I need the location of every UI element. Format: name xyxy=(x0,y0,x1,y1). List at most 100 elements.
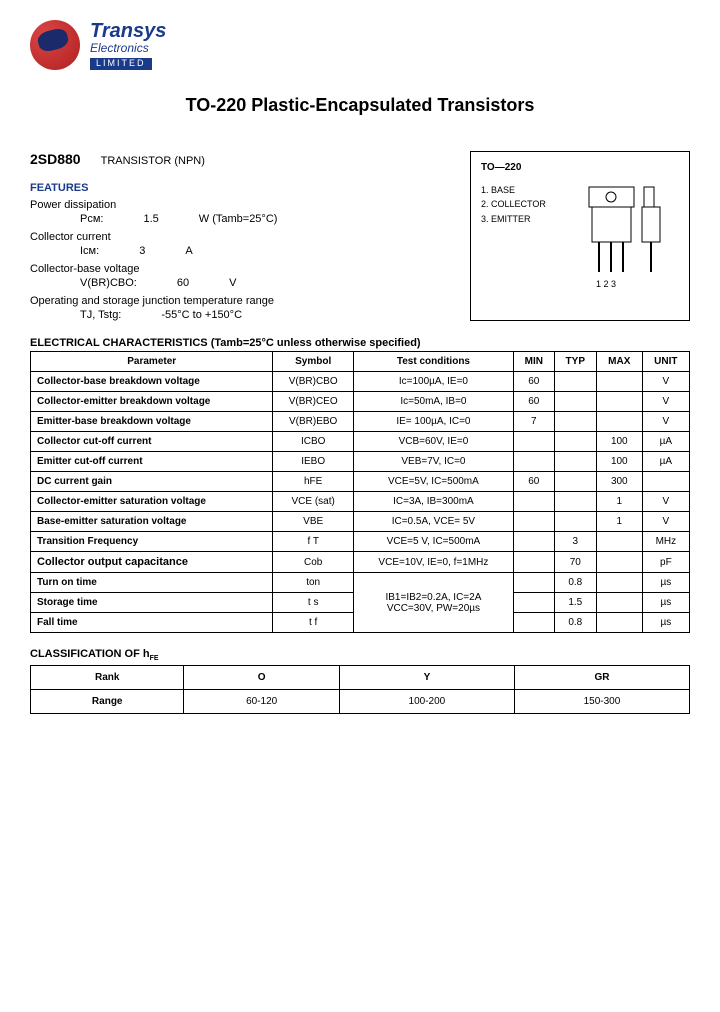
test-cond-cell: VEB=7V, IC=0 xyxy=(353,452,513,472)
test-cond-cell: IC=0.5A, VCE= 5V xyxy=(353,512,513,532)
symbol-cell: t f xyxy=(273,613,354,633)
max-cell: 100 xyxy=(596,432,642,452)
package-drawing-icon: 1 2 3 xyxy=(584,182,674,292)
feat-vcb-sym: V(BR)CBO: xyxy=(80,277,137,289)
symbol-cell: Cob xyxy=(273,552,354,573)
u-cell: V xyxy=(642,372,689,392)
elec-thead: ParameterSymbolTest conditionsMINTYPMAXU… xyxy=(31,352,690,372)
part-row: 2SD880 TRANSISTOR (NPN) xyxy=(30,151,450,167)
class-table: RankOYGR Range60-120100-200150-300 xyxy=(30,665,690,714)
elec-table: ParameterSymbolTest conditionsMINTYPMAXU… xyxy=(30,351,690,633)
max-cell xyxy=(596,552,642,573)
typ-cell: 1.5 xyxy=(554,593,596,613)
u-cell: µA xyxy=(642,452,689,472)
min-cell xyxy=(513,432,554,452)
min-cell: 60 xyxy=(513,392,554,412)
symbol-cell: VBE xyxy=(273,512,354,532)
elec-col-header: UNIT xyxy=(642,352,689,372)
class-col-header: GR xyxy=(514,666,689,690)
feat-vcb-row: V(BR)CBO: 60 V xyxy=(80,277,450,289)
typ-cell xyxy=(554,452,596,472)
company-text: Transys Electronics LIMITED xyxy=(90,20,166,69)
typ-cell xyxy=(554,472,596,492)
elec-col-header: TYP xyxy=(554,352,596,372)
min-cell xyxy=(513,552,554,573)
min-cell xyxy=(513,512,554,532)
feat-pd-unit: W (Tamb=25°C) xyxy=(199,213,278,225)
max-cell: 1 xyxy=(596,492,642,512)
max-cell xyxy=(596,532,642,552)
feat-ic-unit: A xyxy=(185,245,192,257)
u-cell: MHz xyxy=(642,532,689,552)
min-cell xyxy=(513,532,554,552)
svg-text:1 2 3: 1 2 3 xyxy=(596,279,616,289)
part-number: 2SD880 xyxy=(30,151,81,167)
symbol-cell: ICBO xyxy=(273,432,354,452)
table-row: Base-emitter saturation voltageVBEIC=0.5… xyxy=(31,512,690,532)
company-sub: Electronics xyxy=(90,42,166,55)
test-cond-cell: VCB=60V, IE=0 xyxy=(353,432,513,452)
feat-pd-val: 1.5 xyxy=(143,213,158,225)
min-cell xyxy=(513,573,554,593)
param-cell: Turn on time xyxy=(31,573,273,593)
min-cell xyxy=(513,452,554,472)
max-cell xyxy=(596,593,642,613)
param-cell: Collector-emitter saturation voltage xyxy=(31,492,273,512)
u-cell: pF xyxy=(642,552,689,573)
company-name: Transys xyxy=(90,20,166,42)
test-cond-cell: VCE=5V, IC=500mA xyxy=(353,472,513,492)
min-cell: 60 xyxy=(513,472,554,492)
u-cell: V xyxy=(642,492,689,512)
class-cell: 150-300 xyxy=(514,690,689,714)
symbol-cell: IEBO xyxy=(273,452,354,472)
elec-header: ELECTRICAL CHARACTERISTICS (Tamb=25°C un… xyxy=(30,337,690,349)
company-logo-area: Transys Electronics LIMITED xyxy=(30,20,690,70)
globe-icon xyxy=(30,20,80,70)
company-tag: LIMITED xyxy=(90,58,152,70)
feat-vcb-val: 60 xyxy=(177,277,189,289)
param-cell: Collector-emitter breakdown voltage xyxy=(31,392,273,412)
u-cell: V xyxy=(642,512,689,532)
u-cell: V xyxy=(642,412,689,432)
typ-cell: 0.8 xyxy=(554,573,596,593)
param-cell: Collector cut-off current xyxy=(31,432,273,452)
max-cell xyxy=(596,613,642,633)
class-header: CLASSIFICATION OF hFE xyxy=(30,648,690,662)
symbol-cell: V(BR)CEO xyxy=(273,392,354,412)
table-row: Emitter cut-off currentIEBOVEB=7V, IC=01… xyxy=(31,452,690,472)
min-cell xyxy=(513,593,554,613)
part-type: TRANSISTOR (NPN) xyxy=(101,155,205,167)
table-row: Transition Frequencyf TVCE=5 V, IC=500mA… xyxy=(31,532,690,552)
class-cell: Range xyxy=(31,690,184,714)
u-cell: µA xyxy=(642,432,689,452)
feat-temp-val: -55°C to +150°C xyxy=(161,309,242,321)
elec-col-header: MIN xyxy=(513,352,554,372)
feat-temp-label: Operating and storage junction temperatu… xyxy=(30,295,450,307)
package-box: TO—220 1. BASE 2. COLLECTOR 3. EMITTER 1… xyxy=(470,151,690,321)
symbol-cell: V(BR)CBO xyxy=(273,372,354,392)
param-cell: Collector-base breakdown voltage xyxy=(31,372,273,392)
u-cell xyxy=(642,472,689,492)
min-cell: 60 xyxy=(513,372,554,392)
max-cell: 1 xyxy=(596,512,642,532)
class-col-header: O xyxy=(184,666,339,690)
feat-vcb-unit: V xyxy=(229,277,236,289)
u-cell: V xyxy=(642,392,689,412)
typ-cell xyxy=(554,392,596,412)
page-title: TO-220 Plastic-Encapsulated Transistors xyxy=(30,95,690,116)
max-cell xyxy=(596,372,642,392)
table-row: Turn on timetonIB1=IB2=0.2A, IC=2A VCC=3… xyxy=(31,573,690,593)
feat-temp-sym: TJ, Tstg: xyxy=(80,309,121,321)
typ-cell: 70 xyxy=(554,552,596,573)
table-row: Collector output capacitanceCobVCE=10V, … xyxy=(31,552,690,573)
test-cond-cell: IC=3A, IB=300mA xyxy=(353,492,513,512)
symbol-cell: t s xyxy=(273,593,354,613)
max-cell: 100 xyxy=(596,452,642,472)
u-cell: µs xyxy=(642,573,689,593)
feat-temp-row: TJ, Tstg: -55°C to +150°C xyxy=(80,309,450,321)
test-cond-cell: IB1=IB2=0.2A, IC=2A VCC=30V, PW=20µs xyxy=(353,573,513,633)
min-cell xyxy=(513,613,554,633)
feat-pd-label: Power dissipation xyxy=(30,199,450,211)
min-cell xyxy=(513,492,554,512)
param-cell: Storage time xyxy=(31,593,273,613)
